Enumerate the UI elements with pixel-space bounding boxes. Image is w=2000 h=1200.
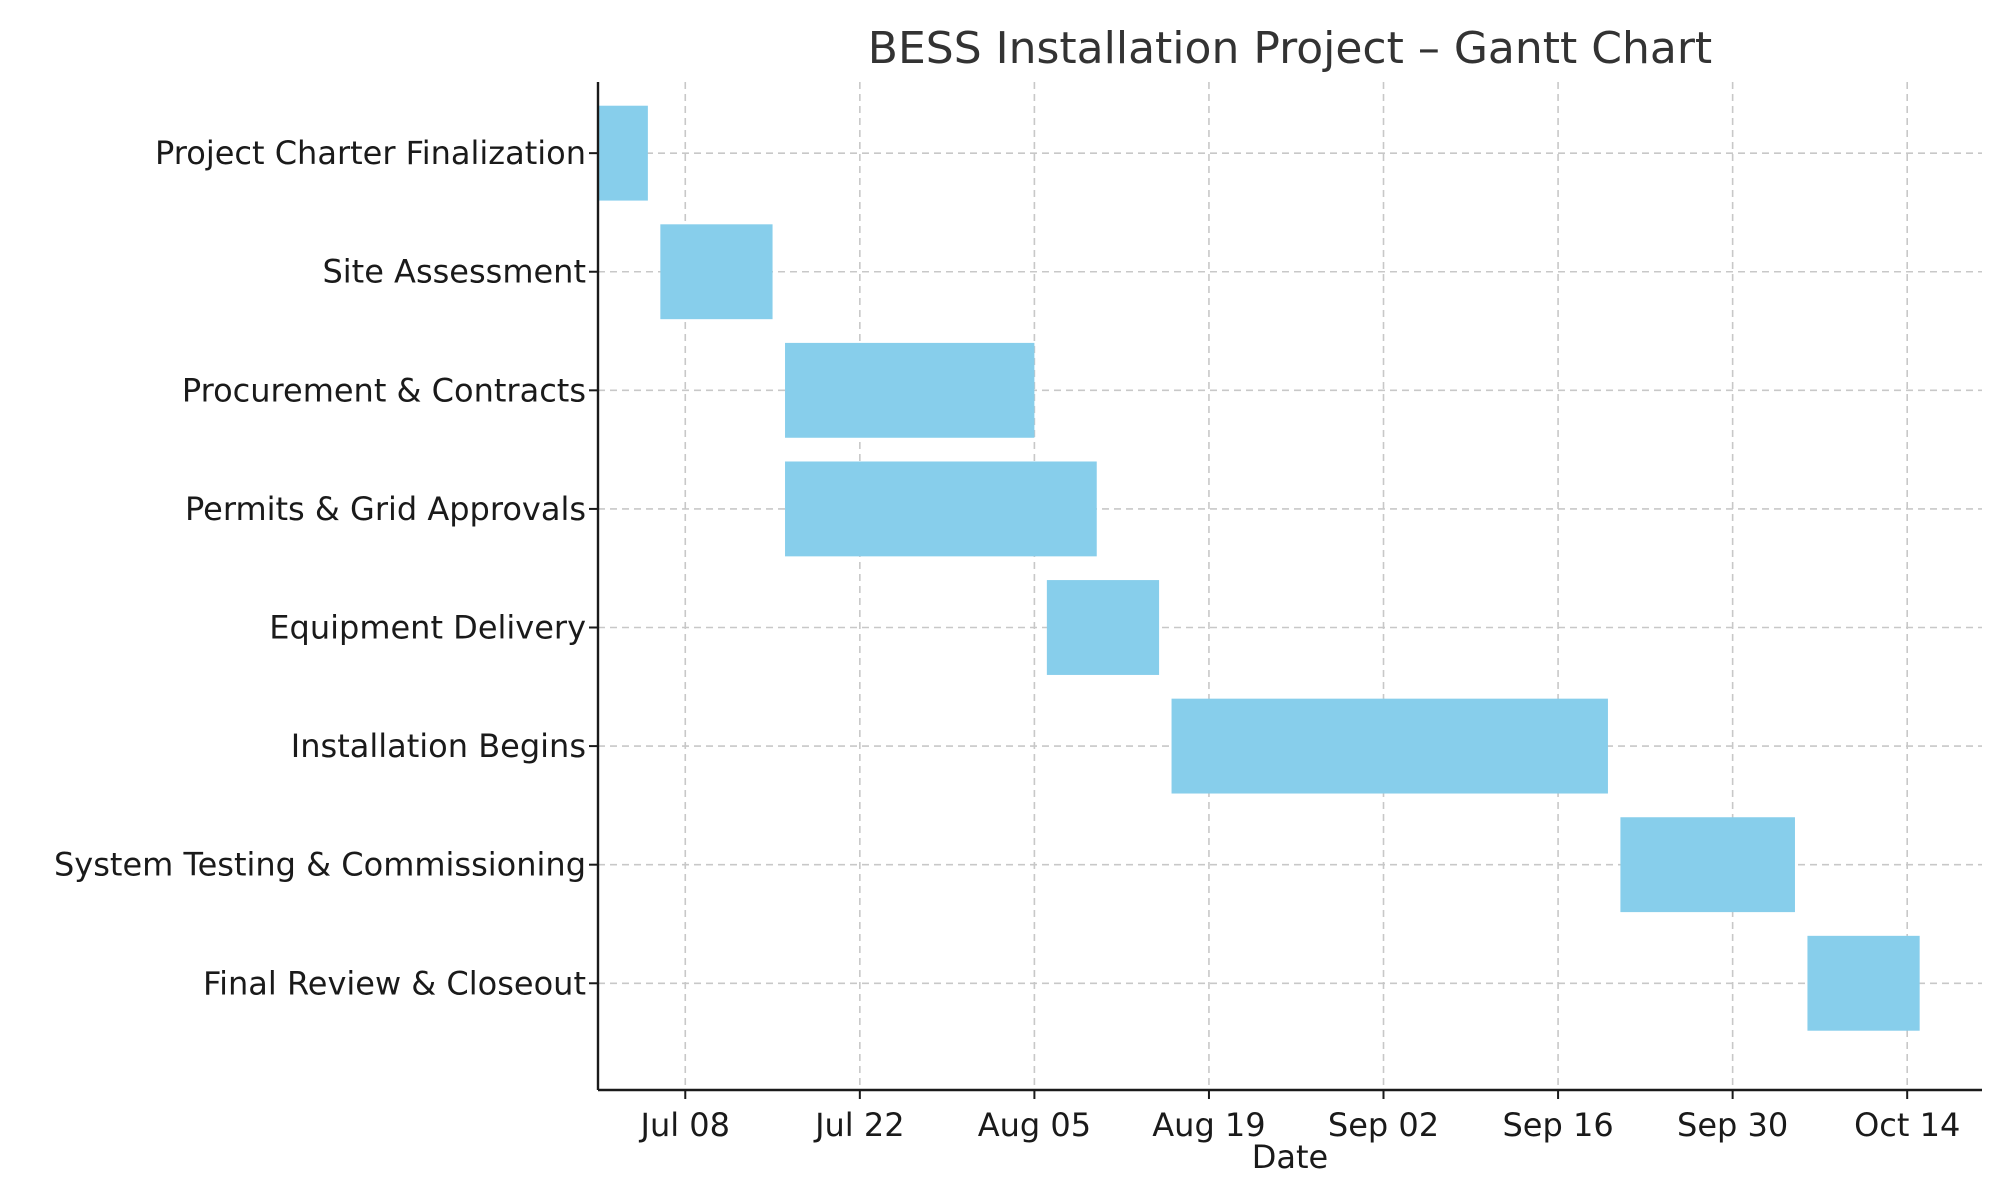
task-bar — [660, 224, 773, 320]
x-tick-label: Sep 30 — [1677, 1106, 1788, 1144]
x-tick-label: Jul 22 — [813, 1106, 905, 1144]
x-tick-label: Aug 19 — [1152, 1106, 1265, 1144]
x-axis-title: Date — [1252, 1138, 1328, 1176]
task-label: Procurement & Contracts — [182, 371, 586, 409]
x-tick-label: Oct 14 — [1854, 1106, 1960, 1144]
task-bar — [1620, 817, 1795, 913]
x-tick-label: Jul 08 — [639, 1106, 731, 1144]
chart-title: BESS Installation Project – Gantt Chart — [868, 23, 1712, 74]
task-bar — [1171, 698, 1608, 794]
label-layer: Jul 08 Jul 22 Aug 05 Aug 19 Sep 02 Sep 16 Sep … — [54, 134, 1960, 1144]
task-bar — [598, 105, 648, 201]
x-tick-label: Sep 02 — [1328, 1106, 1439, 1144]
task-bar — [1807, 935, 1920, 1031]
task-label: System Testing & Commissioning — [54, 846, 586, 884]
grid-layer — [598, 82, 1982, 1090]
axis-layer — [589, 82, 1982, 1099]
task-label: Final Review & Closeout — [203, 964, 586, 1002]
task-label: Installation Begins — [291, 727, 586, 765]
task-label: Site Assessment — [322, 253, 586, 291]
task-label: Equipment Delivery — [269, 609, 586, 647]
x-tick-label: Sep 16 — [1502, 1106, 1613, 1144]
task-bar — [785, 461, 1097, 557]
task-bar — [785, 342, 1035, 438]
task-bar — [1046, 580, 1160, 675]
bar-layer — [598, 105, 1920, 1031]
task-label: Permits & Grid Approvals — [185, 490, 586, 528]
x-tick-label: Aug 05 — [978, 1106, 1091, 1144]
task-label: Project Charter Finalization — [155, 134, 586, 172]
